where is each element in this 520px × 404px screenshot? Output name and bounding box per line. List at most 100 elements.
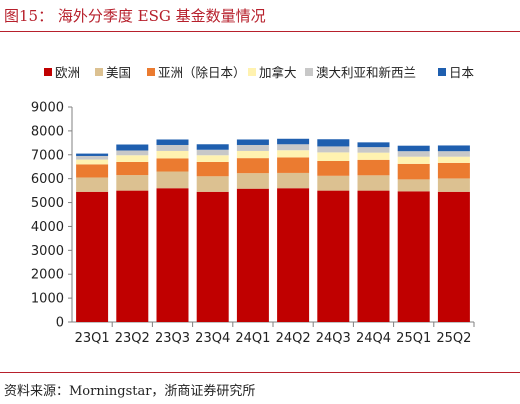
bar-segment (317, 190, 350, 322)
bar-segment (156, 150, 189, 159)
legend-swatch (248, 67, 256, 76)
bar-segment (397, 163, 430, 180)
legend-swatch (44, 67, 52, 76)
bar-segment (156, 188, 189, 322)
bar-segment (236, 150, 269, 159)
bar-segment (317, 152, 350, 161)
legend-label: 加拿大 (259, 65, 297, 80)
y-tick-label: 3000 (31, 244, 64, 259)
x-tick-label: 24Q2 (276, 331, 311, 346)
chart-legend: 欧洲 美国 亚洲（除日本） 加拿大 澳大利亚和新西兰 日本 (0, 62, 520, 82)
y-tick-label: 0 (56, 316, 64, 331)
bar-segment (156, 144, 189, 151)
x-tick-label: 25Q1 (396, 331, 431, 346)
bar-segment (437, 151, 470, 157)
bar-segment (277, 144, 310, 151)
bar-segment (317, 160, 350, 176)
bar-segment (196, 161, 229, 177)
legend-label: 澳大利亚和新西兰 (316, 65, 417, 80)
bar-segment (156, 158, 189, 172)
legend-item: 亚洲（除日本） (147, 62, 246, 81)
y-tick-label: 4000 (31, 220, 64, 235)
x-tick-label: 23Q4 (195, 331, 230, 346)
bar-segment (116, 150, 149, 156)
bar-segment (116, 155, 149, 162)
y-tick-label: 9000 (31, 101, 64, 116)
footer-divider (0, 372, 520, 373)
bar-segment (437, 178, 470, 192)
bar-segment (236, 139, 269, 145)
x-tick-label: 23Q3 (155, 331, 190, 346)
bar-segment (76, 177, 109, 192)
bar-segment (236, 173, 269, 189)
x-tick-label: 25Q2 (436, 331, 471, 346)
bar-segment (236, 144, 269, 151)
y-tick-label: 6000 (31, 172, 64, 187)
x-tick-label: 23Q2 (115, 331, 150, 346)
title-bar: 图15： 海外分季度 ESG 基金数量情况 (0, 0, 520, 34)
bar-segment (357, 190, 390, 322)
bar-segment (397, 191, 430, 322)
bar-segment (76, 164, 109, 178)
bar-segment (317, 139, 350, 147)
legend-item: 加拿大 (248, 62, 297, 81)
bar-segment (357, 159, 390, 176)
bar-segment (357, 175, 390, 191)
bar-segment (76, 191, 109, 322)
bar-segment (196, 155, 229, 162)
bar-segment (277, 157, 310, 173)
bar-segment (437, 162, 470, 179)
bar-segment (116, 144, 149, 151)
bar-segment (196, 191, 229, 322)
x-tick-label: 24Q3 (316, 331, 351, 346)
stacked-bar-chart: 0 1000 2000 3000 4000 5000 6000 7000 8000 9000 23Q… (31, 101, 475, 346)
bar-segment (76, 153, 109, 156)
bar-segment (397, 151, 430, 157)
bar-segment (277, 138, 310, 145)
bar-segment (357, 152, 390, 160)
x-tick-label: 24Q4 (356, 331, 391, 346)
bar-segment (397, 145, 430, 152)
bar-segment (437, 156, 470, 163)
legend-item: 澳大利亚和新西兰 (305, 62, 416, 81)
title-divider (0, 31, 520, 32)
bar-segment (357, 142, 390, 148)
x-tick-label: 24Q1 (235, 331, 270, 346)
bar-segment (437, 191, 470, 322)
bar-segment (196, 144, 229, 150)
x-tick-label: 23Q1 (75, 331, 110, 346)
bar-segment (156, 171, 189, 189)
chart-title: 图15： 海外分季度 ESG 基金数量情况 (4, 7, 266, 25)
y-tick-label: 2000 (31, 268, 64, 283)
y-tick-label: 5000 (31, 196, 64, 211)
bar-segment (317, 146, 350, 153)
y-tick-label: 1000 (31, 292, 64, 307)
legend-label: 日本 (449, 65, 475, 80)
bar-segment (116, 190, 149, 322)
bar-segment (196, 149, 229, 156)
legend-label: 亚洲（除日本） (158, 65, 246, 80)
legend-swatch (438, 67, 446, 76)
bar-segment (116, 175, 149, 191)
y-tick-label: 7000 (31, 148, 64, 163)
legend-swatch (95, 67, 103, 76)
bar-segment (76, 159, 109, 165)
legend-swatch (305, 67, 313, 76)
source-note: 资料来源：Morningstar，浙商证券研究所 (4, 384, 256, 399)
legend-label: 欧洲 (55, 65, 81, 80)
bar-segment (397, 179, 430, 192)
bar-segment (317, 175, 350, 191)
bar-segment (357, 147, 390, 153)
bar-segment (76, 155, 109, 160)
legend-item: 日本 (438, 62, 474, 81)
bar-segment (277, 150, 310, 158)
bar-segment (196, 176, 229, 192)
y-tick-label: 8000 (31, 124, 64, 139)
legend-label: 美国 (106, 65, 132, 80)
bar-segment (397, 156, 430, 164)
legend-item: 欧洲 (44, 62, 80, 81)
bar-segment (277, 188, 310, 322)
bar-segment (236, 158, 269, 174)
bar-segment (437, 145, 470, 152)
bar-segment (156, 139, 189, 145)
